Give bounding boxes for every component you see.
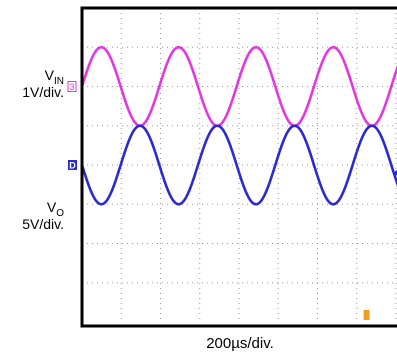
plot-traces bbox=[80, 45, 397, 206]
vin-scale: 1V/div. bbox=[22, 84, 64, 100]
trace-vo bbox=[80, 124, 397, 206]
trigger-level-arrow bbox=[392, 170, 397, 176]
plot-frame bbox=[80, 6, 397, 328]
x-axis-scale-label: 200µs/div. bbox=[206, 335, 274, 352]
vo-ground-marker-text: D bbox=[69, 161, 76, 171]
vo-scale: 5V/div. bbox=[22, 216, 64, 232]
vo-label-block: VO 5V/div. bbox=[0, 200, 64, 232]
vo-ground-marker bbox=[68, 160, 77, 170]
trigger-position-marker bbox=[363, 310, 370, 320]
vin-name: VIN bbox=[44, 67, 64, 88]
plot-markers: 3D bbox=[67, 81, 397, 320]
plot-grid bbox=[82, 8, 397, 322]
trace-vin bbox=[80, 45, 397, 128]
vo-name: VO bbox=[46, 199, 64, 220]
vin-ground-marker-text: 3 bbox=[69, 82, 74, 92]
vin-label-block: VIN 1V/div. bbox=[0, 68, 64, 100]
vin-ground-marker bbox=[67, 81, 77, 92]
